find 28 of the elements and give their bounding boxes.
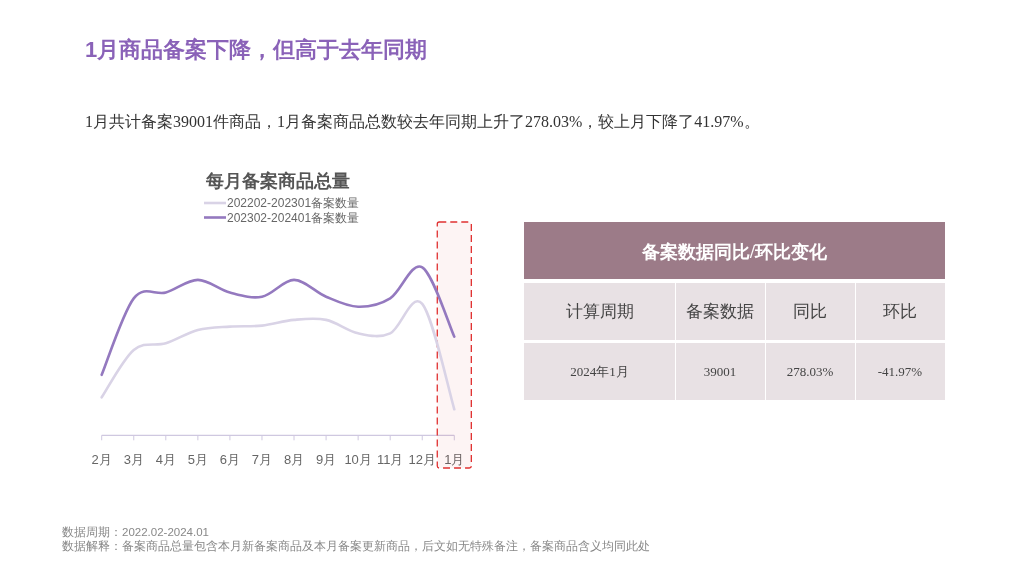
x-tick-label: 8月 <box>283 452 305 467</box>
text: 39001 <box>703 364 737 379</box>
text: 1月共计备案39001件商品，1月备案商品总数较去年同期上升了278.03%，较上月下降了41.97%。 <box>85 113 760 130</box>
text: 数据周期：2022.02-2024.01 <box>62 526 209 538</box>
legend-label: 202202-202301备案数量 <box>227 196 360 210</box>
chart-title: 每月备案商品总量 <box>205 171 350 191</box>
category-label: 备案数据 <box>686 302 754 321</box>
text: -41.97% <box>877 364 923 379</box>
legend-label: 202302-202401备案数量 <box>227 210 360 225</box>
x-tick-label: 1月 <box>444 452 465 467</box>
x-tick-label: 11月 <box>376 452 404 467</box>
category-label: 计算周期 <box>565 302 634 321</box>
x-tick-label: 3月 <box>123 452 144 467</box>
x-tick-label: 9月 <box>315 452 337 467</box>
x-tick-label: 5月 <box>187 452 208 467</box>
x-tick-label: 7月 <box>251 452 273 467</box>
text: 278.03% <box>786 364 834 379</box>
text: 备案数据同比/环比变化 <box>640 242 828 262</box>
x-tick-label: 2月 <box>91 452 112 467</box>
text: 2024年1月 <box>570 364 629 379</box>
text: 1月商品备案下降，但高于去年同期 <box>85 37 428 62</box>
text: 数据解释：备案商品总量包含本月新备案商品及本月备案更新商品，后文如无特殊备注，备案商品含义均同此处 <box>62 539 650 552</box>
category-label: 同比 <box>793 302 827 321</box>
x-tick-label: 10月 <box>344 452 372 467</box>
category-label: 环比 <box>883 302 917 321</box>
x-tick-label: 12月 <box>408 452 436 467</box>
x-tick-label: 4月 <box>155 452 176 467</box>
x-tick-label: 6月 <box>219 452 241 467</box>
